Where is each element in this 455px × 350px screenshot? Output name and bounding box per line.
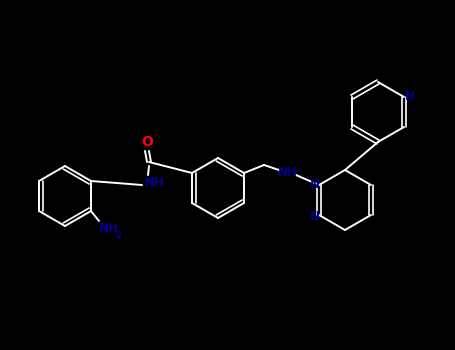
Text: N: N (310, 210, 320, 223)
Text: O: O (141, 135, 153, 149)
Text: N: N (405, 91, 415, 104)
Text: NH: NH (278, 167, 298, 180)
Text: 2: 2 (115, 231, 121, 240)
Text: NH: NH (99, 223, 119, 236)
Text: NH: NH (145, 175, 165, 189)
Text: N: N (310, 177, 320, 190)
